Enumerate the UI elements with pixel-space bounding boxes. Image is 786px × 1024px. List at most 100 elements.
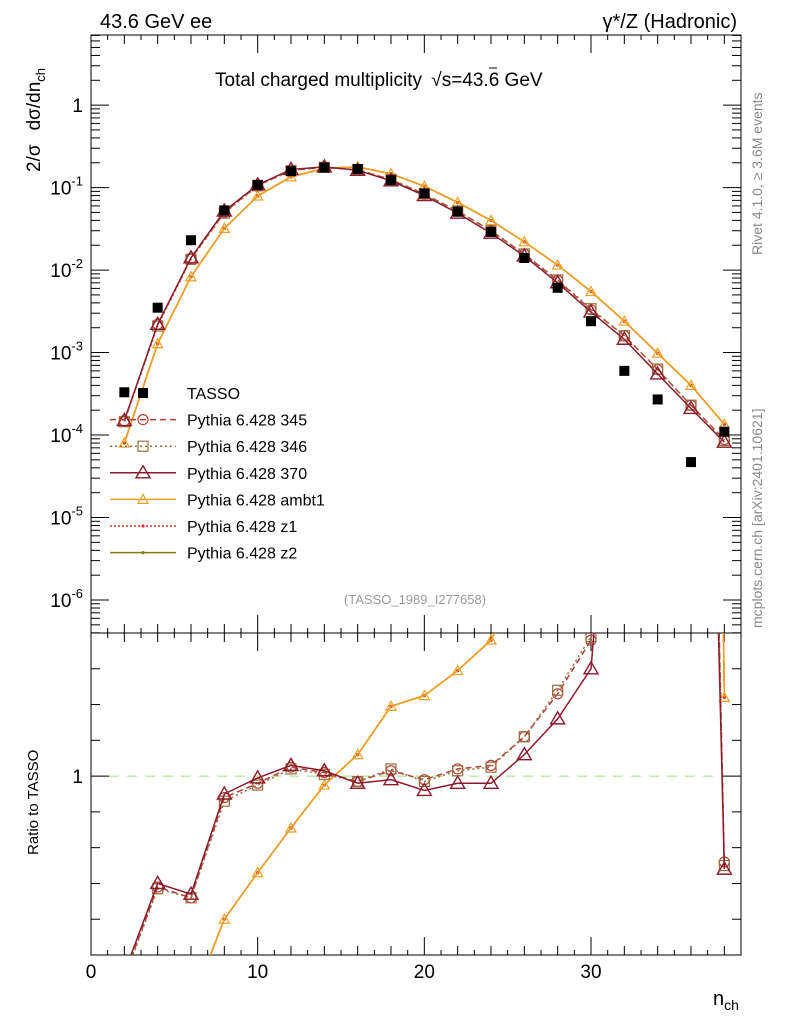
ratio-point-370 xyxy=(149,875,166,890)
data-point-tasso xyxy=(519,253,530,264)
y-tick-label-main: 10-1 xyxy=(50,174,83,200)
ratio-series-layer xyxy=(119,250,733,1007)
y-axis-label-ratio: Ratio to TASSO xyxy=(25,750,42,855)
data-point-tasso xyxy=(552,282,563,293)
series-line-ambt1 xyxy=(123,166,725,444)
ratio-axes: 0 10 20 30 1 xyxy=(72,632,741,983)
legend-entry: Pythia 6.428 z1 xyxy=(110,519,297,536)
ratio-point-370 xyxy=(382,771,400,786)
ratio-frame xyxy=(90,632,742,956)
point-ambt1 xyxy=(684,379,698,390)
ratio-point-346 xyxy=(285,763,297,775)
data-point-tasso xyxy=(652,394,663,405)
data-point-tasso xyxy=(219,205,230,216)
legend-marker xyxy=(141,551,145,555)
ratio-point-370 xyxy=(416,782,433,797)
ratio-point-ambt1 xyxy=(218,912,231,924)
rivet-label: Rivet 4.1.0, ≥ 3.6M events xyxy=(749,92,765,255)
ratio-point-z1 xyxy=(722,695,726,700)
ratio-point-ambt1 xyxy=(284,821,298,833)
ratio-point-z1 xyxy=(523,571,526,574)
ratio-point-ambt1 xyxy=(153,998,163,1007)
ratio-point-ambt1 xyxy=(318,778,331,790)
ratio-point-ambt1 xyxy=(418,689,431,701)
point-ambt1 xyxy=(118,436,131,448)
ratio-ambt1 xyxy=(153,567,731,1007)
x-tick-label: 0 xyxy=(86,962,97,983)
point-ambt1 xyxy=(218,222,231,234)
ratio-point-370 xyxy=(349,774,366,789)
y-tick-label-main: 10-4 xyxy=(50,421,83,447)
main-frame xyxy=(90,34,742,634)
ratio-point-ambt1 xyxy=(519,567,529,576)
x-tick-label: 20 xyxy=(414,962,435,983)
x-tick-label: 30 xyxy=(580,962,601,983)
legend-label: Pythia 6.428 ambt1 xyxy=(187,492,325,509)
data-point-tasso xyxy=(186,235,196,246)
point-370 xyxy=(716,433,733,448)
data-point-tasso xyxy=(452,206,463,217)
data-point-tasso xyxy=(619,365,630,376)
point-370 xyxy=(649,365,666,380)
point-ambt1 xyxy=(518,235,531,247)
ratio-point-z2 xyxy=(156,1002,159,1005)
data-point-tasso xyxy=(686,457,696,468)
ratio-point-346 xyxy=(653,306,663,316)
data-point-tasso xyxy=(286,166,296,177)
ratio-point-370 xyxy=(482,774,500,789)
chart-title-sqrt: √ xyxy=(431,70,442,91)
legend-entry: Pythia 6.428 346 xyxy=(110,439,307,456)
point-ambt1 xyxy=(284,170,298,182)
legend-marker xyxy=(136,493,150,504)
main-series-layer xyxy=(116,158,733,468)
ratio-point-346 xyxy=(518,731,530,743)
ratio-line-ambt1 xyxy=(209,633,726,955)
ratio-point-346 xyxy=(552,684,564,696)
ratio-line-370 xyxy=(130,633,726,955)
ratio-point-370 xyxy=(249,769,266,784)
point-ambt1 xyxy=(251,189,264,201)
legend-marker xyxy=(134,464,152,479)
series-ambt1 xyxy=(118,160,731,448)
legend-entry: TASSO xyxy=(138,386,240,403)
ratio-point-370 xyxy=(549,710,566,725)
y-tick-label-main: 10-6 xyxy=(50,586,83,612)
ratio-point-ambt1 xyxy=(384,700,398,711)
ratio-line-z2 xyxy=(209,633,726,955)
header-right: γ*/Z (Hadronic) xyxy=(603,11,737,33)
analysis-id: (TASSO_1989_I277658) xyxy=(344,592,486,607)
legend-label: Pythia 6.428 370 xyxy=(187,466,307,483)
header-left: 43.6 GeV ee xyxy=(100,11,212,33)
ratio-point-346 xyxy=(318,768,330,780)
point-370 xyxy=(182,249,200,264)
y-tick-label-ratio: 1 xyxy=(72,767,83,788)
legend-marker xyxy=(137,414,149,426)
series-370 xyxy=(116,158,733,448)
point-370 xyxy=(682,400,700,415)
y-tick-label-main: 10-5 xyxy=(50,504,83,530)
legend-label: Pythia 6.428 345 xyxy=(187,413,307,430)
data-point-tasso xyxy=(719,426,730,437)
point-ambt1 xyxy=(484,214,498,226)
ratio-line-346 xyxy=(132,633,726,955)
data-point-tasso xyxy=(586,316,596,327)
legend-entry: Pythia 6.428 370 xyxy=(110,464,307,483)
ratio-point-346 xyxy=(585,633,597,643)
legend-marker xyxy=(137,440,149,452)
data-point-tasso xyxy=(319,162,330,173)
ratio-point-z1 xyxy=(556,456,559,459)
ratio-point-z1 xyxy=(156,1002,159,1005)
chart-title-suffix: s=43.6 GeV xyxy=(442,70,543,91)
ratio-point-345 xyxy=(119,971,129,981)
ratio-point-370 xyxy=(216,785,233,800)
ratio-point-370 xyxy=(617,250,631,262)
data-point-tasso xyxy=(119,387,130,398)
legend: TASSO Pythia 6.428 345 Pythia 6.428 346 Pyt… xyxy=(110,386,325,563)
ratio-point-z2 xyxy=(523,571,526,574)
ratio-point-370 xyxy=(582,660,600,675)
legend-label: Pythia 6.428 z1 xyxy=(187,519,297,536)
point-ambt1 xyxy=(618,314,631,326)
data-point-tasso xyxy=(352,164,363,175)
point-370 xyxy=(616,330,633,345)
